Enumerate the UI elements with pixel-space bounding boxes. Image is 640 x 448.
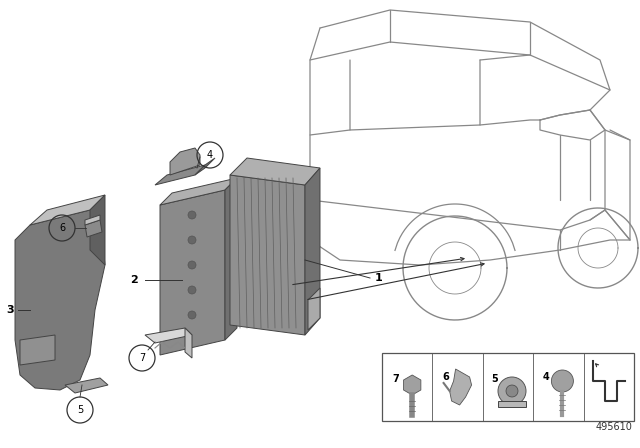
Circle shape	[188, 236, 196, 244]
Text: 5: 5	[77, 405, 83, 415]
Polygon shape	[155, 165, 205, 185]
Polygon shape	[30, 195, 105, 225]
Text: 2: 2	[131, 275, 138, 285]
Polygon shape	[85, 215, 100, 225]
Text: 495610: 495610	[595, 422, 632, 432]
Circle shape	[188, 261, 196, 269]
Polygon shape	[305, 168, 320, 335]
Polygon shape	[15, 210, 105, 390]
Text: 6: 6	[59, 223, 65, 233]
Polygon shape	[404, 375, 421, 395]
Bar	[382, 353, 634, 421]
Circle shape	[552, 370, 573, 392]
Circle shape	[188, 211, 196, 219]
Polygon shape	[85, 220, 102, 237]
Polygon shape	[230, 175, 305, 335]
Text: 3: 3	[6, 305, 14, 315]
Text: 1: 1	[375, 273, 383, 283]
Polygon shape	[170, 148, 200, 175]
Polygon shape	[450, 369, 472, 405]
Polygon shape	[225, 178, 237, 340]
Polygon shape	[308, 288, 320, 330]
Circle shape	[188, 311, 196, 319]
Text: 7: 7	[393, 374, 399, 384]
Polygon shape	[160, 178, 237, 205]
Polygon shape	[498, 401, 526, 407]
Text: 7: 7	[139, 353, 145, 363]
Text: 4: 4	[543, 372, 550, 382]
Polygon shape	[65, 378, 108, 393]
Polygon shape	[160, 190, 225, 355]
Text: 4: 4	[207, 150, 213, 160]
Text: 6: 6	[442, 372, 449, 382]
Polygon shape	[230, 158, 320, 185]
Circle shape	[506, 385, 518, 397]
Polygon shape	[145, 328, 192, 343]
Circle shape	[498, 377, 526, 405]
Polygon shape	[185, 328, 192, 358]
Polygon shape	[90, 195, 105, 265]
Polygon shape	[195, 158, 215, 175]
Polygon shape	[20, 335, 55, 365]
Circle shape	[188, 286, 196, 294]
Text: 5: 5	[492, 374, 499, 384]
